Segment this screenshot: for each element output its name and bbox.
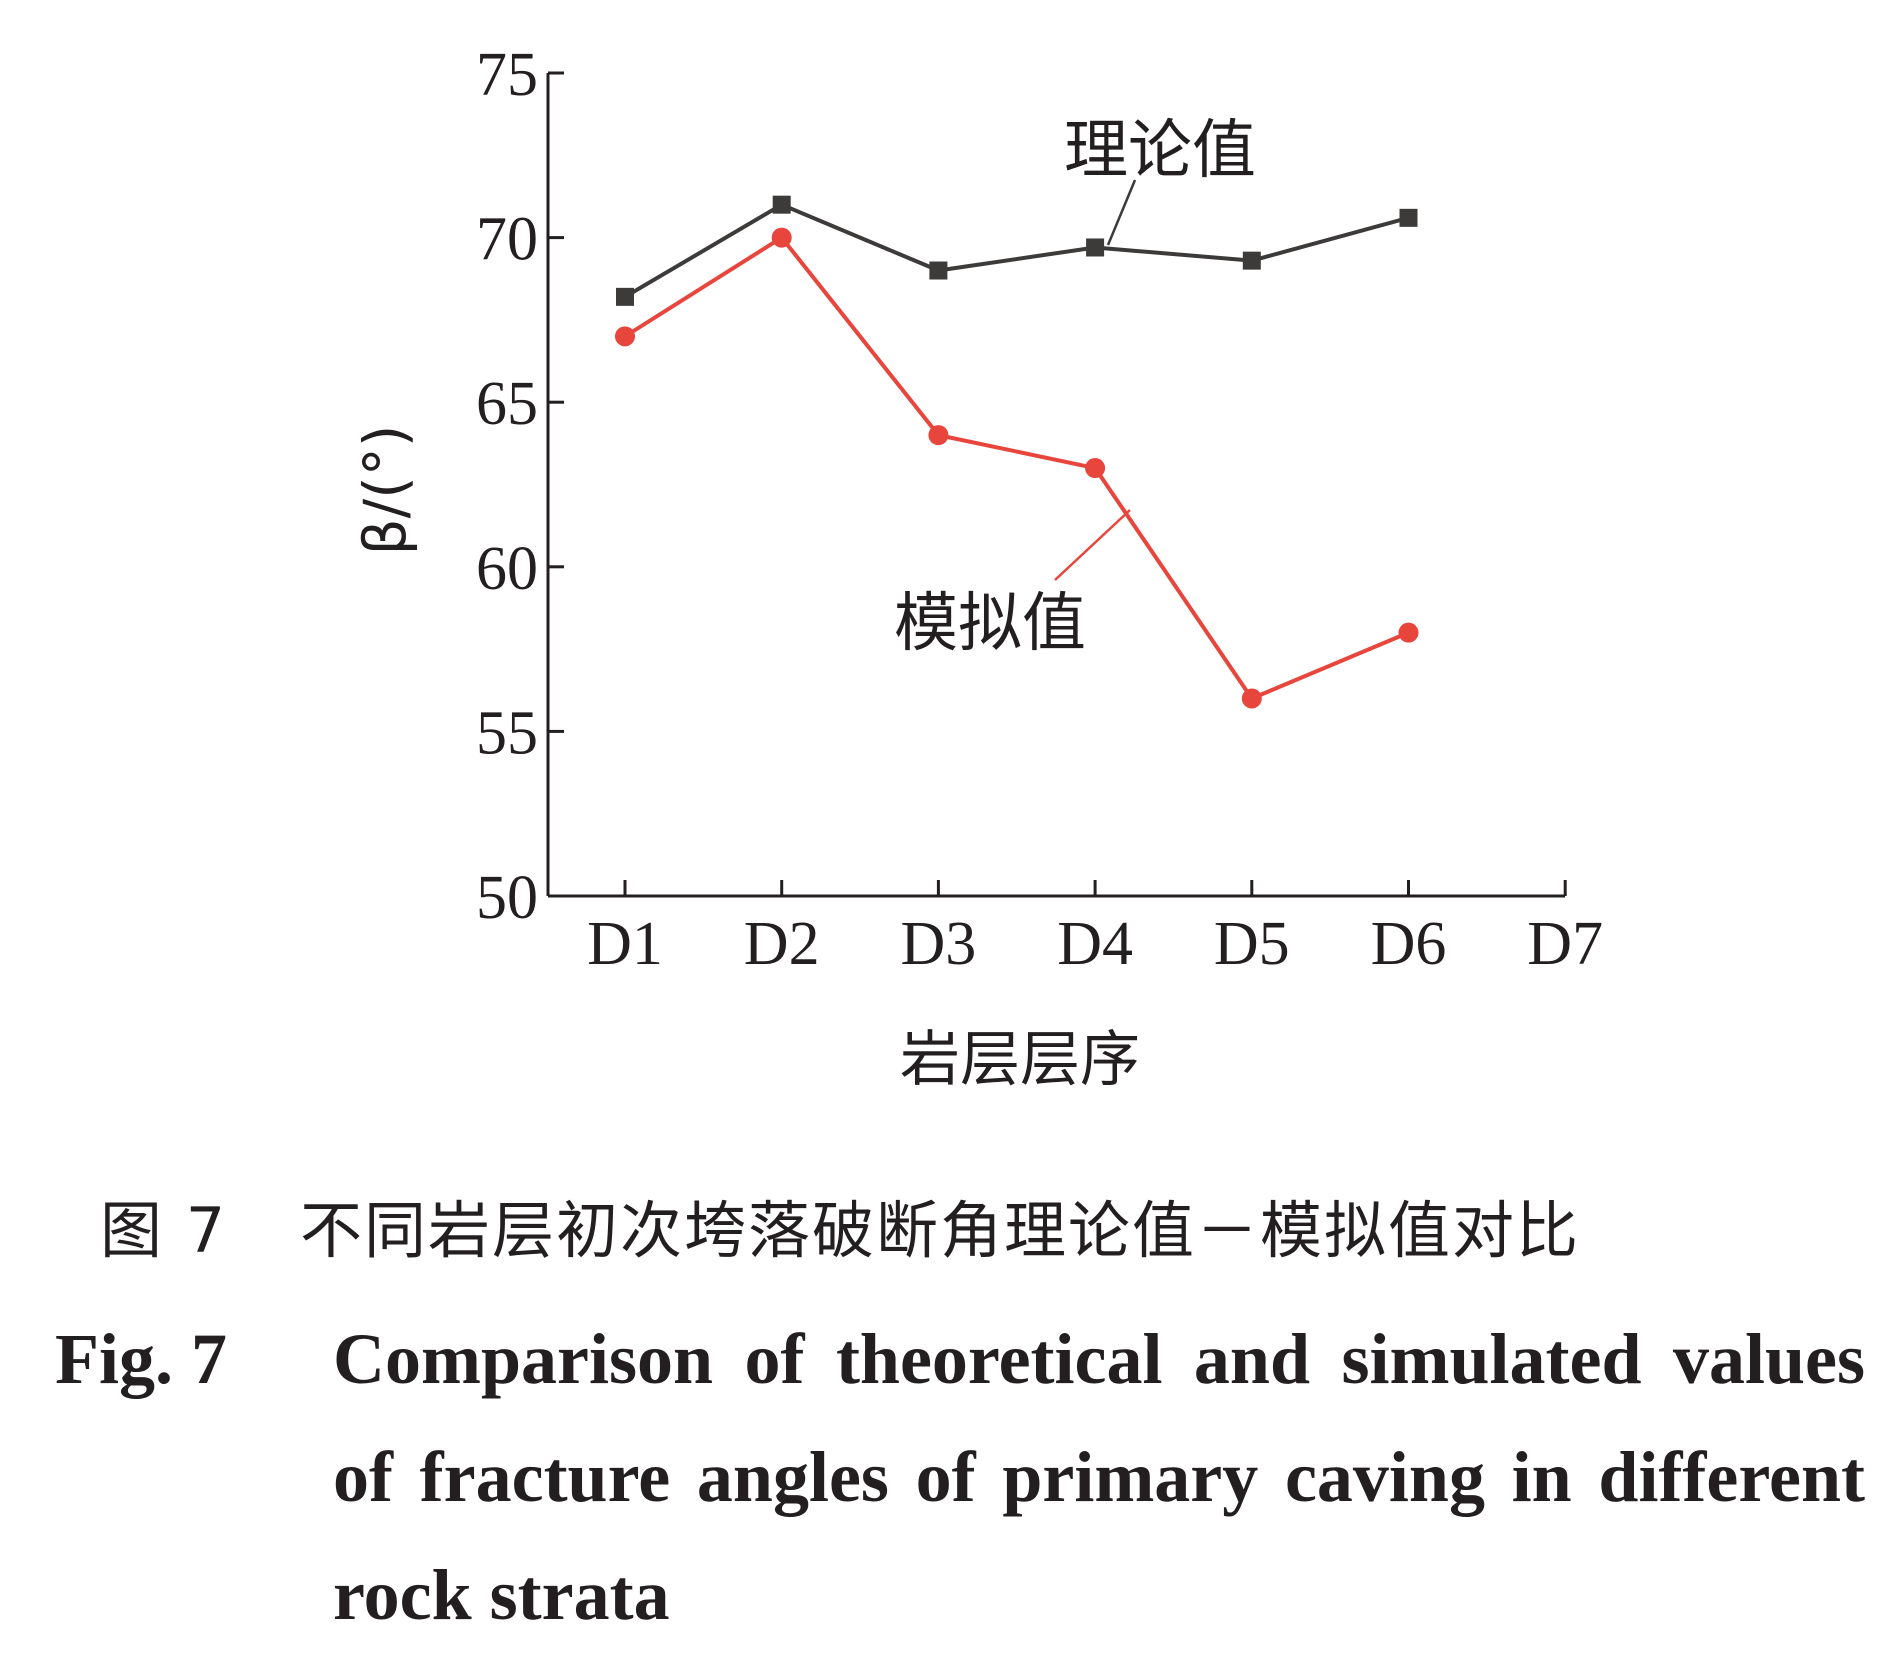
- data-point-marker: [929, 261, 948, 280]
- series-1: [615, 227, 1419, 709]
- y-tick-label: 65: [476, 370, 538, 438]
- x-tick-label: D7: [1527, 910, 1603, 978]
- x-tick-label: D3: [901, 910, 977, 978]
- data-point-marker: [1241, 688, 1262, 709]
- x-tick-label: D5: [1214, 910, 1290, 978]
- data-point-marker: [1085, 458, 1106, 479]
- chart-axes: [546, 73, 1565, 898]
- data-point-marker: [1399, 208, 1418, 227]
- callout-leader-line: [1106, 179, 1137, 246]
- x-axis-ticks: D1 D2 D3 D4 D5 D6 D7: [587, 880, 1603, 978]
- y-axis-label: β/(°): [351, 425, 419, 556]
- y-tick-label: 50: [476, 864, 538, 932]
- x-tick-label: D2: [744, 910, 820, 978]
- x-tick-label: D1: [587, 910, 663, 978]
- figure-number-chinese: 图 7: [100, 1194, 228, 1267]
- figure-title-chinese: 不同岩层初次垮落破断角理论值－模拟值对比: [300, 1194, 1581, 1267]
- series-line: [623, 202, 1410, 299]
- data-point-marker: [772, 195, 791, 214]
- y-tick-label: 60: [476, 535, 538, 603]
- x-axis-label: 岩层层序: [900, 1025, 1140, 1095]
- data-point-marker: [1242, 251, 1261, 270]
- callout-leader-line: [1054, 509, 1131, 581]
- data-point-marker: [1398, 622, 1419, 643]
- x-tick-label: D4: [1057, 910, 1133, 978]
- y-tick-label: 55: [476, 699, 538, 767]
- y-axis-ticks: 50 55 60 65 70 75: [476, 41, 564, 932]
- data-point-marker: [1086, 238, 1105, 257]
- data-point-marker: [616, 287, 634, 306]
- y-tick-label: 70: [476, 206, 538, 274]
- series-layer: [615, 195, 1419, 709]
- series-label: 理论值: [1064, 114, 1256, 188]
- figure-caption-english: Fig. 7 Comparison of theoretical and sim…: [55, 1300, 1865, 1654]
- data-point-marker: [615, 326, 635, 347]
- figure-caption-chinese: 图 7 不同岩层初次垮落破断角理论值－模拟值对比: [100, 1180, 1580, 1270]
- data-point-marker: [928, 425, 949, 446]
- figure-number-english: Fig. 7: [55, 1319, 227, 1399]
- x-tick-label: D6: [1371, 910, 1447, 978]
- data-point-marker: [771, 227, 792, 248]
- series-label: 模拟值: [894, 587, 1086, 661]
- series-0: [616, 195, 1418, 306]
- series-line: [623, 235, 1410, 701]
- figure-title-english: Comparison of theoretical and simulated …: [333, 1319, 1865, 1635]
- y-tick-label: 75: [476, 41, 538, 109]
